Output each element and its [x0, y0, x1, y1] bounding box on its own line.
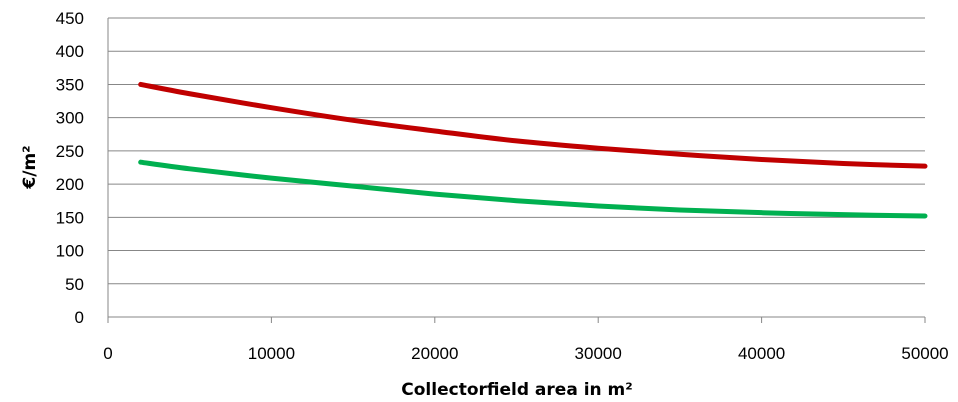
- y-tick-label: 200: [56, 175, 84, 194]
- x-tick-label: 40000: [738, 344, 785, 363]
- y-tick-label: 350: [56, 75, 84, 94]
- y-tick-label: 100: [56, 242, 84, 261]
- y-tick-label: 50: [65, 275, 84, 294]
- series-line-2: [138, 159, 928, 219]
- gridlines: [107, 17, 926, 323]
- series-line-1: [138, 81, 928, 169]
- y-tick-label: 0: [75, 308, 84, 327]
- x-tick-labels: 0 10000 20000 30000 40000 50000: [103, 344, 948, 363]
- y-tick-label: 400: [56, 42, 84, 61]
- y-tick-label: 250: [56, 142, 84, 161]
- series-lines: [138, 81, 928, 219]
- x-tick-label: 50000: [901, 344, 948, 363]
- y-axis-title: €/m²: [20, 145, 40, 189]
- y-tick-label: 450: [56, 9, 84, 28]
- x-tick-label: 20000: [411, 344, 458, 363]
- y-tick-label: 300: [56, 109, 84, 128]
- y-tick-label: 150: [56, 208, 84, 227]
- y-tick-labels: 0 50 100 150 200 250 300 350 400 450: [56, 9, 84, 327]
- x-tick-label: 10000: [248, 344, 295, 363]
- x-tick-label: 0: [103, 344, 112, 363]
- x-axis-title: Collectorfield area in m²: [401, 380, 632, 400]
- x-tick-label: 30000: [575, 344, 622, 363]
